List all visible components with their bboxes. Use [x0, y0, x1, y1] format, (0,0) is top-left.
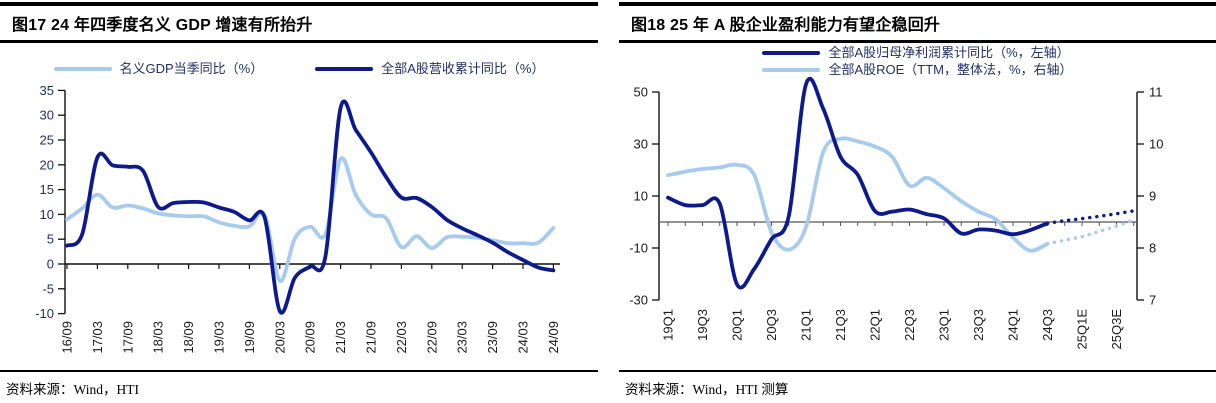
legend-label-roe: 全部A股ROE（TTM，整体法，%，右轴） [828, 62, 1073, 77]
figure-17-legend: 名义GDP当季同比（%） 全部A股营收累计同比（%） [0, 60, 598, 77]
svg-text:20/03: 20/03 [272, 321, 287, 354]
svg-text:22/09: 22/09 [424, 321, 439, 354]
svg-text:25Q1E: 25Q1E [1075, 309, 1090, 350]
figure-18-legend: 全部A股归母净利润累计同比（%，左轴） 全部A股ROE（TTM，整体法，%，右轴… [619, 44, 1216, 78]
figure-18-source: 资料来源：Wind，HTI 测算 [625, 382, 789, 397]
svg-text:15: 15 [40, 182, 54, 197]
svg-text:17/09: 17/09 [120, 321, 135, 354]
svg-text:18/09: 18/09 [181, 321, 196, 354]
svg-text:-30: -30 [629, 293, 648, 308]
legend-label-revenue: 全部A股营收累计同比（%） [381, 61, 545, 76]
svg-text:24/03: 24/03 [516, 321, 531, 354]
svg-text:22/03: 22/03 [394, 321, 409, 354]
figure-17-bottom-rule [0, 370, 598, 372]
figure-18-title: 图18 25 年 A 股企业盈利能力有望企稳回升 [631, 17, 941, 34]
svg-text:18/03: 18/03 [151, 321, 166, 354]
legend-item-roe: 全部A股ROE（TTM，整体法，%，右轴） [762, 61, 1073, 78]
svg-text:20/09: 20/09 [303, 321, 318, 354]
svg-text:-10: -10 [629, 241, 648, 256]
net-profit-line-swatch [762, 50, 821, 55]
svg-text:23Q3: 23Q3 [971, 309, 986, 341]
legend-label-net-profit: 全部A股归母净利润累计同比（%，左轴） [828, 45, 1070, 60]
svg-text:25Q3E: 25Q3E [1109, 309, 1124, 350]
svg-text:20Q3: 20Q3 [764, 309, 779, 341]
svg-text:8: 8 [1149, 241, 1156, 256]
svg-text:21Q1: 21Q1 [799, 309, 814, 341]
figure-17-source: 资料来源：Wind，HTI [6, 382, 139, 397]
legend-label-gdp: 名义GDP当季同比（%） [119, 61, 264, 76]
svg-text:11: 11 [1149, 85, 1163, 100]
svg-text:30: 30 [40, 108, 54, 123]
figure-17-title: 图17 24 年四季度名义 GDP 增速有所抬升 [12, 17, 313, 34]
figure-17-title-rule [0, 40, 598, 43]
svg-text:-5: -5 [42, 281, 54, 296]
figure-18-top-rule [619, 2, 1216, 6]
svg-text:5: 5 [47, 232, 54, 247]
svg-text:24Q3: 24Q3 [1040, 309, 1055, 341]
legend-item-gdp: 名义GDP当季同比（%） [53, 60, 264, 77]
legend-item-net-profit: 全部A股归母净利润累计同比（%，左轴） [762, 44, 1072, 61]
svg-text:35: 35 [40, 83, 54, 98]
svg-text:20Q1: 20Q1 [730, 309, 745, 341]
svg-text:16/09: 16/09 [60, 321, 75, 354]
figure-17-panel: 图17 24 年四季度名义 GDP 增速有所抬升 名义GDP当季同比（%） 全部… [0, 0, 598, 403]
svg-text:19Q3: 19Q3 [695, 309, 710, 341]
svg-text:25: 25 [40, 133, 54, 148]
profit-roe-line-chart: 50 30 10 -10 -30 11 10 9 8 7 19Q1 19Q3 20Q1 20Q3 21Q1 2… [629, 76, 1163, 350]
svg-text:21/03: 21/03 [333, 321, 348, 354]
svg-text:19/03: 19/03 [212, 321, 227, 354]
svg-text:-10: -10 [35, 306, 54, 321]
svg-text:50: 50 [634, 85, 648, 100]
svg-text:22Q1: 22Q1 [868, 309, 883, 341]
revenue-line-swatch [315, 66, 374, 71]
svg-text:7: 7 [1149, 293, 1156, 308]
figure-18-legend-column: 全部A股归母净利润累计同比（%，左轴） 全部A股ROE（TTM，整体法，%，右轴… [762, 44, 1073, 78]
svg-text:21/09: 21/09 [364, 321, 379, 354]
svg-text:10: 10 [1149, 137, 1163, 152]
figure-18-title-rule [619, 40, 1216, 43]
svg-text:19Q1: 19Q1 [661, 309, 676, 341]
figure-18-panel: 图18 25 年 A 股企业盈利能力有望企稳回升 全部A股归母净利润累计同比（%… [619, 0, 1216, 403]
figure-18-bottom-rule [619, 370, 1216, 372]
svg-text:23Q1: 23Q1 [937, 309, 952, 341]
svg-text:9: 9 [1149, 189, 1156, 204]
svg-text:10: 10 [634, 189, 648, 204]
svg-text:21Q3: 21Q3 [833, 309, 848, 341]
svg-text:10: 10 [40, 207, 54, 222]
svg-text:0: 0 [47, 257, 54, 272]
legend-item-revenue: 全部A股营收累计同比（%） [315, 60, 544, 77]
svg-text:20: 20 [40, 157, 54, 172]
svg-text:23/03: 23/03 [455, 321, 470, 354]
gdp-revenue-line-chart: 35 30 25 20 15 10 5 0 -5 -10 16/09 17/03 17/09 18/03 1… [35, 83, 561, 354]
svg-text:30: 30 [634, 137, 648, 152]
roe-line-swatch [762, 67, 821, 72]
gdp-line-swatch [53, 66, 112, 71]
svg-text:19/09: 19/09 [242, 321, 257, 354]
svg-text:23/09: 23/09 [485, 321, 500, 354]
figure-17-top-rule [0, 2, 598, 6]
svg-text:24/09: 24/09 [546, 321, 561, 354]
svg-text:24Q1: 24Q1 [1006, 309, 1021, 341]
svg-text:22Q3: 22Q3 [902, 309, 917, 341]
svg-text:17/03: 17/03 [90, 321, 105, 354]
